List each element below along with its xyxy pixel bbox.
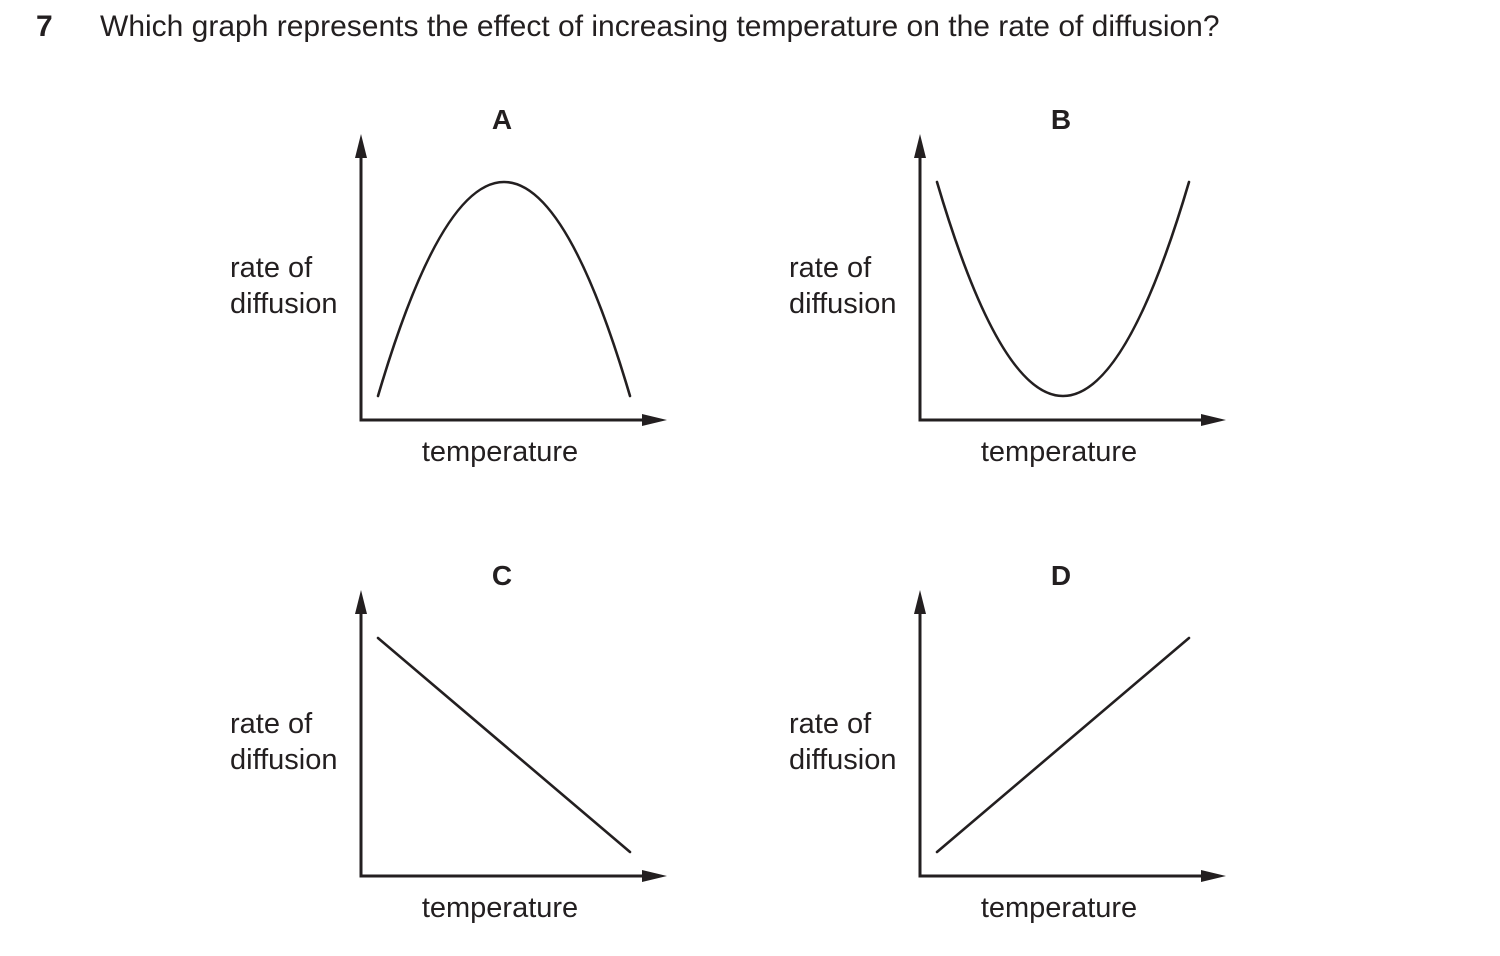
question-number: 7 <box>36 10 53 43</box>
x-axis-label-b: temperature <box>980 436 1138 468</box>
x-axis-label-a: temperature <box>421 436 579 468</box>
y-axis-label-a: rate of diffusion <box>230 250 338 322</box>
option-letter-d: D <box>1050 560 1072 591</box>
y-axis-arrowhead <box>914 134 926 158</box>
data-curve <box>935 636 1191 854</box>
graph-option-c[interactable]: C rate of diffusion temperature <box>220 556 780 956</box>
option-letter-b: B <box>1050 104 1072 135</box>
y-axis-label-line-1: rate of <box>230 252 313 284</box>
graph-option-a[interactable]: A rate of diffusion temperature <box>220 100 780 500</box>
x-axis-label-d: temperature <box>980 892 1138 924</box>
graph-option-b[interactable]: B rate of diffusion temperature <box>779 100 1339 500</box>
y-axis-arrowhead <box>355 134 367 158</box>
graph-plot-b <box>914 134 1226 426</box>
graph-plot-c <box>355 590 667 882</box>
x-axis-arrowhead <box>1201 414 1226 426</box>
y-axis-arrowhead <box>355 590 367 614</box>
y-axis-arrowhead <box>914 590 926 614</box>
graph-option-d[interactable]: D rate of diffusion temperature <box>779 556 1339 956</box>
data-curve <box>935 180 1191 398</box>
option-letter-c: C <box>491 560 513 591</box>
y-axis-label-line-1: rate of <box>230 708 313 740</box>
question-text: Which graph represents the effect of inc… <box>100 10 1220 43</box>
x-axis-arrowhead <box>1201 870 1226 882</box>
y-axis-label-line-2: diffusion <box>789 744 897 776</box>
y-axis-label-c: rate of diffusion <box>230 706 338 778</box>
graph-plot-a <box>355 134 667 426</box>
option-letter-a: A <box>491 104 513 135</box>
x-axis-arrowhead <box>642 870 667 882</box>
y-axis-label-line-2: diffusion <box>230 288 338 320</box>
y-axis-label-b: rate of diffusion <box>789 250 897 322</box>
y-axis-label-line-1: rate of <box>789 708 872 740</box>
y-axis-label-line-2: diffusion <box>789 288 897 320</box>
graph-plot-d <box>914 590 1226 882</box>
y-axis-label-d: rate of diffusion <box>789 706 897 778</box>
x-axis-arrowhead <box>642 414 667 426</box>
x-axis-label-c: temperature <box>421 892 579 924</box>
y-axis-label-line-1: rate of <box>789 252 872 284</box>
data-curve <box>376 180 632 398</box>
data-curve <box>376 636 632 854</box>
y-axis-label-line-2: diffusion <box>230 744 338 776</box>
